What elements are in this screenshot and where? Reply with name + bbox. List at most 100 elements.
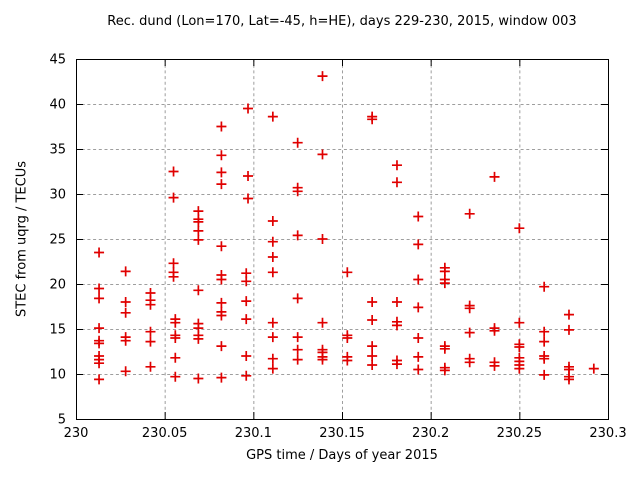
data-point-marker bbox=[391, 160, 402, 171]
data-point-marker bbox=[588, 363, 599, 374]
y-tick-label: 45 bbox=[49, 53, 66, 68]
data-point-marker bbox=[243, 171, 254, 181]
data-point-marker bbox=[241, 296, 252, 307]
data-point-marker bbox=[391, 297, 402, 307]
data-point-marker bbox=[367, 114, 378, 125]
data-point-marker bbox=[120, 366, 131, 377]
data-point-marker bbox=[514, 363, 525, 374]
data-point-marker bbox=[317, 71, 328, 82]
data-point-marker bbox=[413, 333, 424, 343]
data-point-marker bbox=[391, 177, 402, 188]
data-point-marker bbox=[243, 103, 254, 114]
data-point-marker bbox=[216, 274, 227, 285]
y-tick-label: 30 bbox=[49, 188, 66, 203]
data-point-marker bbox=[413, 351, 424, 362]
data-point-marker bbox=[489, 171, 500, 182]
data-point-marker bbox=[193, 285, 204, 296]
data-point-marker bbox=[168, 271, 179, 282]
data-point-marker bbox=[292, 332, 303, 343]
data-point-marker bbox=[120, 307, 131, 318]
data-point-marker bbox=[94, 293, 105, 304]
data-point-marker bbox=[342, 355, 353, 366]
y-tick-label: 5 bbox=[58, 413, 66, 428]
data-point-marker bbox=[413, 302, 424, 313]
data-point-marker bbox=[193, 333, 204, 344]
y-tick-label: 35 bbox=[49, 143, 66, 158]
data-point-marker bbox=[267, 216, 278, 226]
data-point-marker bbox=[168, 258, 179, 269]
data-point-marker bbox=[216, 341, 227, 352]
data-point-marker bbox=[439, 343, 450, 354]
data-point-marker bbox=[413, 211, 424, 222]
data-point-marker bbox=[292, 230, 303, 241]
data-point-marker bbox=[317, 149, 328, 160]
data-point-marker bbox=[464, 327, 475, 338]
data-point-marker bbox=[563, 374, 574, 385]
data-point-marker bbox=[193, 225, 204, 236]
x-tick-label: 230.3 bbox=[589, 426, 626, 441]
data-point-marker bbox=[267, 317, 278, 328]
data-point-marker bbox=[292, 344, 303, 355]
data-point-marker bbox=[292, 293, 303, 304]
data-point-marker bbox=[267, 267, 278, 278]
data-point-marker bbox=[216, 310, 227, 321]
data-point-marker bbox=[439, 365, 450, 376]
data-point-marker bbox=[514, 342, 525, 352]
data-point-marker bbox=[539, 281, 550, 292]
data-point-marker bbox=[120, 266, 131, 277]
y-tick-label: 10 bbox=[49, 368, 66, 383]
data-point-marker bbox=[241, 314, 252, 325]
data-point-marker bbox=[120, 335, 131, 346]
data-point-marker bbox=[170, 352, 181, 363]
data-point-marker bbox=[168, 192, 179, 203]
data-point-marker bbox=[145, 336, 156, 347]
data-point-marker bbox=[464, 208, 475, 219]
data-point-marker bbox=[94, 338, 105, 349]
data-point-marker bbox=[94, 323, 105, 334]
data-point-marker bbox=[317, 234, 328, 244]
data-point-marker bbox=[168, 166, 179, 177]
data-point-marker bbox=[216, 372, 227, 383]
x-axis-label: GPS time / Days of year 2015 bbox=[246, 448, 438, 463]
data-point-marker bbox=[514, 223, 525, 234]
data-point-marker bbox=[267, 252, 278, 262]
data-point-marker bbox=[241, 370, 252, 381]
data-point-marker bbox=[267, 332, 278, 343]
data-point-marker bbox=[367, 341, 378, 352]
data-point-marker bbox=[94, 247, 105, 258]
y-tick-label: 20 bbox=[49, 278, 66, 293]
data-point-marker bbox=[317, 317, 328, 328]
data-point-marker bbox=[216, 167, 227, 178]
x-tick-label: 230.05 bbox=[142, 426, 188, 441]
chart-title: Rec. dund (Lon=170, Lat=-45, h=HE), days… bbox=[107, 14, 577, 29]
data-point-marker bbox=[145, 299, 156, 310]
y-tick-label: 25 bbox=[49, 233, 66, 248]
x-tick-label: 230.2 bbox=[412, 426, 449, 441]
y-tick-label: 15 bbox=[49, 323, 66, 338]
data-point-marker bbox=[267, 111, 278, 122]
data-point-marker bbox=[413, 364, 424, 375]
data-point-marker bbox=[216, 150, 227, 161]
data-point-marker bbox=[267, 236, 278, 247]
data-point-marker bbox=[489, 360, 500, 371]
data-point-marker bbox=[170, 317, 181, 328]
data-point-marker bbox=[413, 239, 424, 250]
data-point-marker bbox=[145, 361, 156, 372]
data-point-marker bbox=[367, 351, 378, 361]
data-point-marker bbox=[216, 297, 227, 308]
data-point-marker bbox=[241, 276, 252, 287]
data-point-marker bbox=[439, 278, 450, 289]
data-point-marker bbox=[94, 358, 105, 369]
data-point-marker bbox=[216, 179, 227, 190]
x-tick-label: 230.25 bbox=[497, 426, 543, 441]
data-point-marker bbox=[514, 317, 525, 328]
data-point-marker bbox=[94, 374, 105, 385]
data-point-marker bbox=[241, 351, 252, 361]
data-point-marker bbox=[367, 315, 378, 325]
data-point-marker bbox=[193, 216, 204, 227]
data-point-marker bbox=[539, 336, 550, 347]
data-point-marker bbox=[292, 137, 303, 148]
data-point-marker bbox=[464, 357, 475, 368]
data-point-marker bbox=[342, 267, 353, 278]
